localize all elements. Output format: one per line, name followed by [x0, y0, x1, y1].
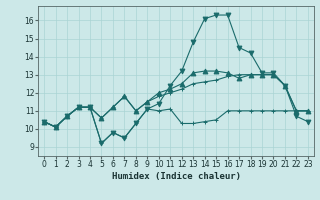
X-axis label: Humidex (Indice chaleur): Humidex (Indice chaleur): [111, 172, 241, 181]
